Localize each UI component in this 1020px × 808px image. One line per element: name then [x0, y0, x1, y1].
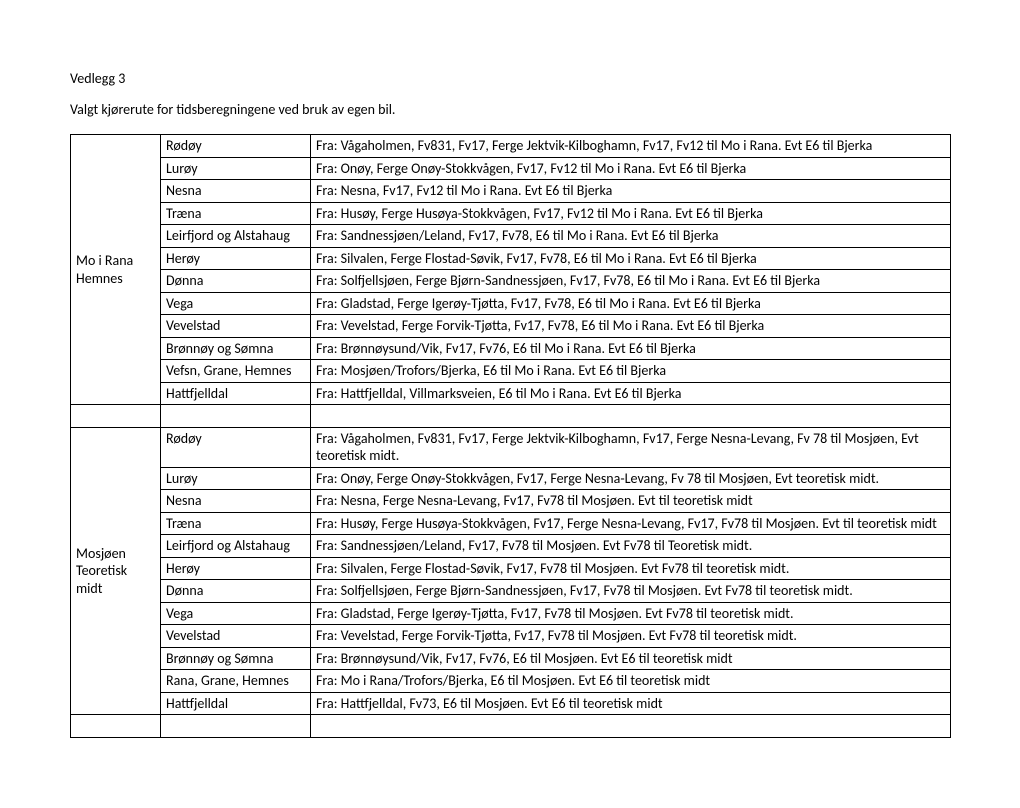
route-cell: Fra: Vågaholmen, Fv831, Fv17, Ferge Jekt…	[311, 135, 951, 158]
place-cell: Dønna	[161, 580, 311, 603]
table-row: Brønnøy og SømnaFra: Brønnøysund/Vik, Fv…	[71, 647, 951, 670]
route-cell: Fra: Onøy, Ferge Onøy-Stokkvågen, Fv17, …	[311, 467, 951, 490]
table-row: Rana, Grane, HemnesFra: Mo i Rana/Trofor…	[71, 670, 951, 693]
route-cell: Fra: Brønnøysund/Vik, Fv17, Fv76, E6 til…	[311, 647, 951, 670]
route-cell: Fra: Mosjøen/Trofors/Bjerka, E6 til Mo i…	[311, 360, 951, 383]
route-cell: Fra: Hattfjelldal, Fv73, E6 til Mosjøen.…	[311, 692, 951, 715]
place-cell: Vega	[161, 602, 311, 625]
place-cell: Vevelstad	[161, 625, 311, 648]
route-cell: Fra: Onøy, Ferge Onøy-Stokkvågen, Fv17, …	[311, 157, 951, 180]
place-cell: Rødøy	[161, 427, 311, 467]
table-row: TrænaFra: Husøy, Ferge Husøya-Stokkvågen…	[71, 202, 951, 225]
place-cell: Rødøy	[161, 135, 311, 158]
route-cell: Fra: Silvalen, Ferge Flostad-Søvik, Fv17…	[311, 247, 951, 270]
group-cell: Mo i Rana Hemnes	[71, 135, 161, 405]
route-cell: Fra: Vevelstad, Ferge Forvik-Tjøtta, Fv1…	[311, 625, 951, 648]
route-cell: Fra: Brønnøysund/Vik, Fv17, Fv76, E6 til…	[311, 337, 951, 360]
place-cell: Nesna	[161, 490, 311, 513]
place-cell: Herøy	[161, 557, 311, 580]
table-row: VegaFra: Gladstad, Ferge Igerøy-Tjøtta, …	[71, 602, 951, 625]
route-cell: Fra: Mo i Rana/Trofors/Bjerka, E6 til Mo…	[311, 670, 951, 693]
place-cell: Hattfjelldal	[161, 692, 311, 715]
routes-table: Mo i Rana HemnesRødøyFra: Vågaholmen, Fv…	[70, 134, 951, 738]
place-cell: Lurøy	[161, 157, 311, 180]
table-row: Mo i Rana HemnesRødøyFra: Vågaholmen, Fv…	[71, 135, 951, 158]
place-cell: Dønna	[161, 270, 311, 293]
table-row: VevelstadFra: Vevelstad, Ferge Forvik-Tj…	[71, 625, 951, 648]
place-cell: Brønnøy og Sømna	[161, 337, 311, 360]
table-row: TrænaFra: Husøy, Ferge Husøya-Stokkvågen…	[71, 512, 951, 535]
route-cell: Fra: Gladstad, Ferge Igerøy-Tjøtta, Fv17…	[311, 602, 951, 625]
table-row: HattfjelldalFra: Hattfjelldal, Fv73, E6 …	[71, 692, 951, 715]
place-cell: Leirfjord og Alstahaug	[161, 535, 311, 558]
route-cell: Fra: Silvalen, Ferge Flostad-Søvik, Fv17…	[311, 557, 951, 580]
place-cell: Brønnøy og Sømna	[161, 647, 311, 670]
route-cell: Fra: Hattfjelldal, Villmarksveien, E6 ti…	[311, 382, 951, 405]
table-row: Leirfjord og AlstahaugFra: Sandnessjøen/…	[71, 225, 951, 248]
table-row: Mosjøen Teoretisk midtRødøyFra: Vågaholm…	[71, 427, 951, 467]
page-title: Vedlegg 3	[70, 70, 950, 87]
place-cell: Nesna	[161, 180, 311, 203]
route-cell: Fra: Nesna, Ferge Nesna-Levang, Fv17, Fv…	[311, 490, 951, 513]
table-row: Leirfjord og AlstahaugFra: Sandnessjøen/…	[71, 535, 951, 558]
place-cell: Træna	[161, 512, 311, 535]
place-cell: Vefsn, Grane, Hemnes	[161, 360, 311, 383]
table-row: DønnaFra: Solfjellsjøen, Ferge Bjørn-San…	[71, 270, 951, 293]
route-cell: Fra: Nesna, Fv17, Fv12 til Mo i Rana. Ev…	[311, 180, 951, 203]
table-row: NesnaFra: Nesna, Fv17, Fv12 til Mo i Ran…	[71, 180, 951, 203]
spacer-row	[71, 715, 951, 738]
place-cell: Træna	[161, 202, 311, 225]
route-cell: Fra: Sandnessjøen/Leland, Fv17, Fv78, E6…	[311, 225, 951, 248]
table-row: Vefsn, Grane, HemnesFra: Mosjøen/Trofors…	[71, 360, 951, 383]
route-cell: Fra: Sandnessjøen/Leland, Fv17, Fv78 til…	[311, 535, 951, 558]
table-row: Brønnøy og SømnaFra: Brønnøysund/Vik, Fv…	[71, 337, 951, 360]
table-row: HerøyFra: Silvalen, Ferge Flostad-Søvik,…	[71, 247, 951, 270]
table-row: DønnaFra: Solfjellsjøen, Ferge Bjørn-San…	[71, 580, 951, 603]
route-cell: Fra: Husøy, Ferge Husøya-Stokkvågen, Fv1…	[311, 512, 951, 535]
table-row: VegaFra: Gladstad, Ferge Igerøy-Tjøtta, …	[71, 292, 951, 315]
place-cell: Lurøy	[161, 467, 311, 490]
route-cell: Fra: Vevelstad, Ferge Forvik-Tjøtta, Fv1…	[311, 315, 951, 338]
group-cell: Mosjøen Teoretisk midt	[71, 427, 161, 715]
place-cell: Vega	[161, 292, 311, 315]
place-cell: Vevelstad	[161, 315, 311, 338]
route-cell: Fra: Gladstad, Ferge Igerøy-Tjøtta, Fv17…	[311, 292, 951, 315]
table-row: HattfjelldalFra: Hattfjelldal, Villmarks…	[71, 382, 951, 405]
place-cell: Rana, Grane, Hemnes	[161, 670, 311, 693]
table-row: LurøyFra: Onøy, Ferge Onøy-Stokkvågen, F…	[71, 157, 951, 180]
place-cell: Hattfjelldal	[161, 382, 311, 405]
table-row: VevelstadFra: Vevelstad, Ferge Forvik-Tj…	[71, 315, 951, 338]
route-cell: Fra: Husøy, Ferge Husøya-Stokkvågen, Fv1…	[311, 202, 951, 225]
route-cell: Fra: Vågaholmen, Fv831, Fv17, Ferge Jekt…	[311, 427, 951, 467]
page-subtitle: Valgt kjørerute for tidsberegningene ved…	[70, 101, 950, 118]
place-cell: Leirfjord og Alstahaug	[161, 225, 311, 248]
table-row: NesnaFra: Nesna, Ferge Nesna-Levang, Fv1…	[71, 490, 951, 513]
route-cell: Fra: Solfjellsjøen, Ferge Bjørn-Sandness…	[311, 580, 951, 603]
spacer-row	[71, 405, 951, 428]
table-row: HerøyFra: Silvalen, Ferge Flostad-Søvik,…	[71, 557, 951, 580]
place-cell: Herøy	[161, 247, 311, 270]
route-cell: Fra: Solfjellsjøen, Ferge Bjørn-Sandness…	[311, 270, 951, 293]
table-row: LurøyFra: Onøy, Ferge Onøy-Stokkvågen, F…	[71, 467, 951, 490]
